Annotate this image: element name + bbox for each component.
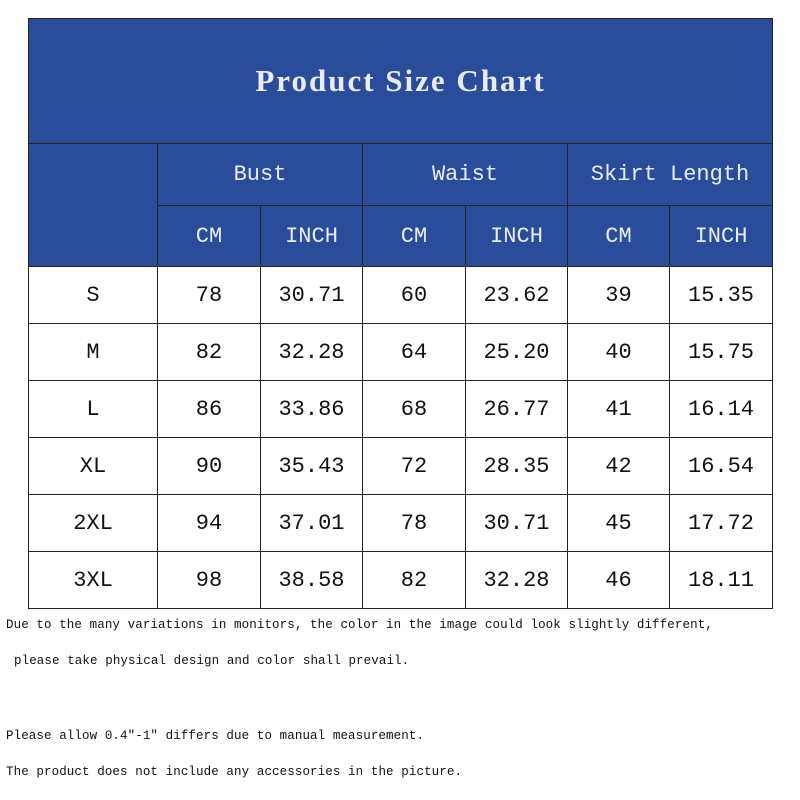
measure-cell: 86 <box>157 380 261 438</box>
measure-cell: 26.77 <box>465 380 568 438</box>
size-chart: Product Size Chart Bust Waist Skirt Length… <box>27 18 774 609</box>
chart-title: Product Size Chart <box>27 18 774 144</box>
measure-cell: 33.86 <box>260 380 363 438</box>
size-row: 2XL 94 37.01 78 30.71 45 17.72 <box>28 494 774 552</box>
measure-cell: 90 <box>157 437 261 495</box>
size-row: S 78 30.71 60 23.62 39 15.35 <box>28 266 774 324</box>
measure-cell: 32.28 <box>260 323 363 381</box>
measure-cell: 64 <box>362 323 466 381</box>
measure-cell: 18.11 <box>668 551 774 609</box>
group-header: Bust <box>157 143 363 206</box>
measure-cell: 35.43 <box>260 437 363 495</box>
measure-cell: 30.71 <box>465 494 568 552</box>
size-row: M 82 32.28 64 25.20 40 15.75 <box>28 323 774 381</box>
measure-cell: 40 <box>567 323 670 381</box>
measure-cell: 60 <box>362 266 466 324</box>
measure-cell: 28.35 <box>465 437 568 495</box>
group-header: Skirt Length <box>566 143 774 206</box>
note: please take physical design and color sh… <box>14 654 410 668</box>
measure-cell: 94 <box>157 494 261 552</box>
measure-cell: 46 <box>567 551 670 609</box>
measure-cell: 42 <box>567 437 670 495</box>
unit-header: CM <box>157 205 261 267</box>
size-row: L 86 33.86 68 26.77 41 16.14 <box>28 380 774 438</box>
measure-cell: 16.14 <box>668 380 774 438</box>
group-header: Waist <box>362 143 568 206</box>
unit-header: INCH <box>260 205 363 267</box>
measure-cell: 72 <box>362 437 466 495</box>
corner-cell <box>28 143 158 267</box>
measure-cell: 17.72 <box>668 494 774 552</box>
measure-cell: 45 <box>567 494 670 552</box>
note: The product does not include any accesso… <box>6 765 463 779</box>
measure-cell: 15.35 <box>668 266 774 324</box>
size-label: M <box>28 323 158 381</box>
measure-cell: 15.75 <box>668 323 774 381</box>
measure-cell: 32.28 <box>465 551 568 609</box>
measure-cell: 23.62 <box>465 266 568 324</box>
measure-cell: 82 <box>362 551 466 609</box>
measure-cell: 39 <box>567 266 670 324</box>
measure-cell: 78 <box>362 494 466 552</box>
measure-cell: 38.58 <box>260 551 363 609</box>
size-row: 3XL 98 38.58 82 32.28 46 18.11 <box>28 551 774 609</box>
measure-cell: 78 <box>157 266 261 324</box>
size-label: 3XL <box>28 551 158 609</box>
note: Due to the many variations in monitors, … <box>6 618 713 632</box>
unit-header: INCH <box>465 205 568 267</box>
measure-cell: 41 <box>567 380 670 438</box>
measure-cell: 82 <box>157 323 261 381</box>
measure-cell: 25.20 <box>465 323 568 381</box>
unit-header: INCH <box>668 205 774 267</box>
size-label: L <box>28 380 158 438</box>
measure-cell: 98 <box>157 551 261 609</box>
size-label: S <box>28 266 158 324</box>
measure-cell: 68 <box>362 380 466 438</box>
measure-cell: 37.01 <box>260 494 363 552</box>
note: Please allow 0.4"-1" differs due to manu… <box>6 729 425 743</box>
unit-header: CM <box>362 205 466 267</box>
measure-cell: 16.54 <box>668 437 774 495</box>
size-label: 2XL <box>28 494 158 552</box>
unit-header: CM <box>567 205 670 267</box>
size-row: XL 90 35.43 72 28.35 42 16.54 <box>28 437 774 495</box>
measure-cell: 30.71 <box>260 266 363 324</box>
size-label: XL <box>28 437 158 495</box>
